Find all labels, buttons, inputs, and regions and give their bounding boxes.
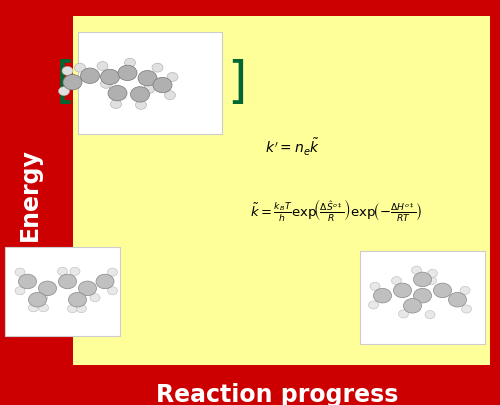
Text: $k' = n_e\tilde{k}$: $k' = n_e\tilde{k}$	[265, 137, 320, 158]
Text: $\tilde{E}_a$: $\tilde{E}_a$	[144, 171, 164, 196]
Text: $\tilde{k} = \frac{k_B T}{h}\mathrm{exp}\!\left(\frac{\Delta\hat{S}^{o\ddagger}}: $\tilde{k} = \frac{k_B T}{h}\mathrm{exp}…	[250, 197, 422, 224]
Text: Reaction progress: Reaction progress	[156, 383, 398, 405]
Text: $\ddagger$: $\ddagger$	[226, 53, 238, 73]
Text: ]: ]	[228, 59, 247, 107]
Text: [: [	[56, 59, 75, 107]
Text: Energy: Energy	[18, 148, 42, 241]
